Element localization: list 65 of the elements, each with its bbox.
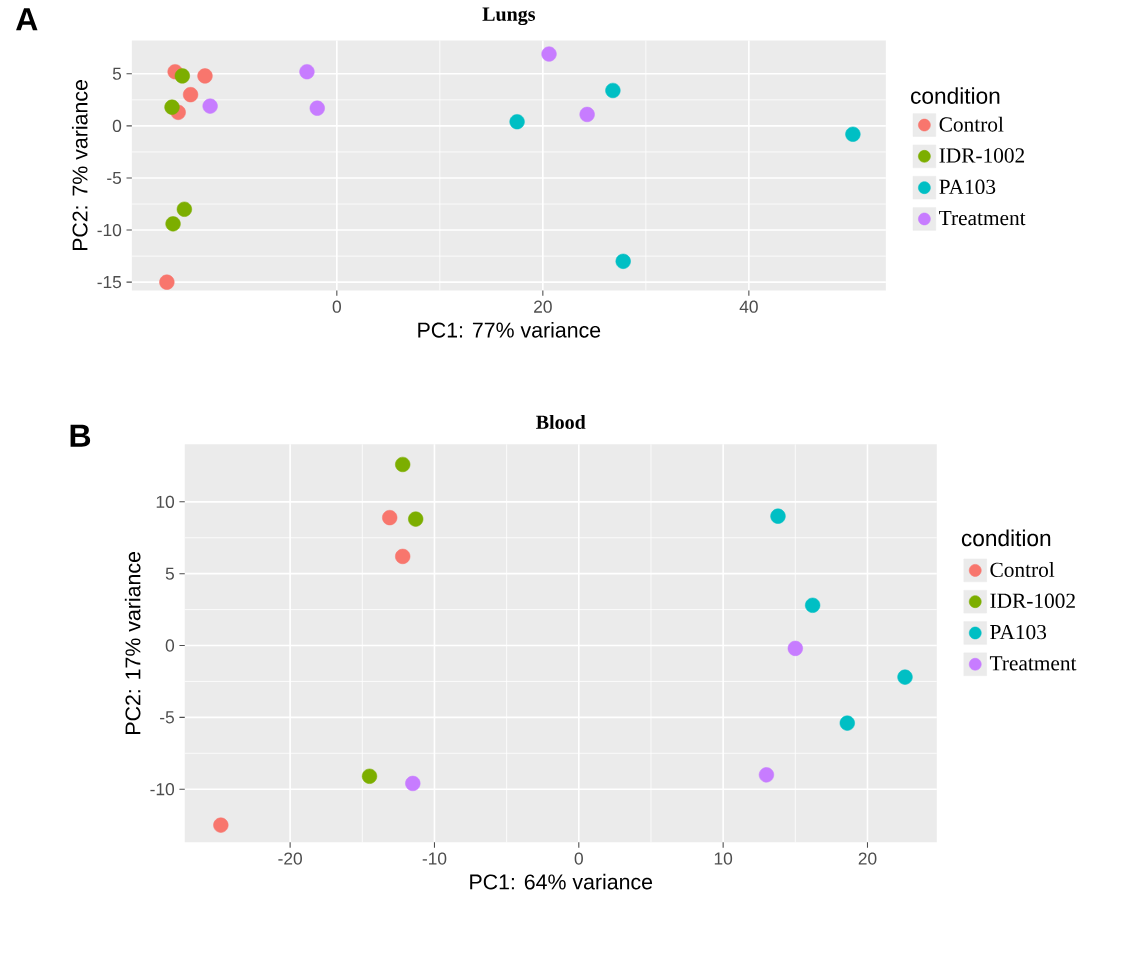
point (309, 100, 325, 116)
point (395, 548, 411, 565)
x-tick-label: 0 (574, 852, 583, 865)
point (382, 510, 398, 526)
chart-title: Blood (536, 414, 586, 429)
point (176, 201, 192, 217)
point (164, 99, 180, 115)
point (408, 511, 424, 527)
point (541, 46, 557, 62)
point (615, 253, 631, 269)
point (770, 508, 786, 524)
x-axis-title: PC1: 77% variance (418, 321, 601, 338)
legend-label: Treatment (989, 656, 1077, 671)
point (395, 456, 411, 473)
legend-label: Control (939, 116, 1004, 132)
legend-label: Treatment (939, 210, 1026, 226)
legend-label: PA103 (990, 624, 1047, 640)
y-tick-label: 5 (165, 567, 174, 580)
y-tick-label: -5 (107, 171, 122, 185)
x-tick-label: 20 (534, 300, 552, 313)
text: A (16, 8, 38, 31)
y-tick-label: 5 (112, 67, 122, 80)
legend-label: IDR-1002 (939, 148, 1025, 163)
y-tick-label: -5 (160, 711, 174, 724)
point (897, 669, 913, 685)
point (579, 106, 595, 123)
point (405, 775, 421, 792)
x-tick-label: 10 (714, 852, 733, 865)
point (509, 114, 525, 130)
legend-title: condition (911, 87, 1000, 104)
point (787, 640, 803, 656)
text: B (70, 424, 91, 447)
y-tick-label: 0 (112, 119, 122, 133)
point (839, 715, 855, 731)
point (758, 767, 775, 783)
y-axis-title: PC2: 7% variance (71, 80, 88, 251)
point (845, 126, 861, 142)
legend-label: PA103 (939, 179, 996, 194)
point (165, 216, 181, 232)
x-tick-label: 0 (332, 300, 341, 313)
y-axis-title: PC2: 17% variance (124, 552, 141, 734)
x-axis-title: PC1: 64% variance (470, 873, 653, 890)
point (605, 82, 621, 99)
point (174, 68, 190, 84)
y-tick-label: -10 (150, 783, 175, 796)
x-tick-label: 40 (739, 300, 758, 313)
point (299, 64, 315, 80)
point (159, 274, 175, 290)
y-tick-label: -15 (97, 276, 122, 289)
point (805, 597, 821, 613)
point (182, 87, 199, 103)
y-tick-label: 0 (165, 639, 175, 652)
point (202, 98, 218, 114)
y-tick-label: 10 (156, 495, 175, 508)
point (213, 817, 229, 833)
y-tick-label: -10 (97, 223, 122, 237)
legend-title: condition (961, 529, 1051, 547)
legend-label: Control (990, 561, 1055, 577)
chart-title: Lungs (482, 7, 536, 26)
point (361, 768, 378, 784)
x-tick-label: 20 (858, 852, 877, 865)
point (197, 68, 213, 84)
x-tick-label: -20 (278, 852, 302, 865)
legend-label: IDR-1002 (990, 593, 1075, 608)
x-tick-label: -10 (422, 852, 447, 865)
